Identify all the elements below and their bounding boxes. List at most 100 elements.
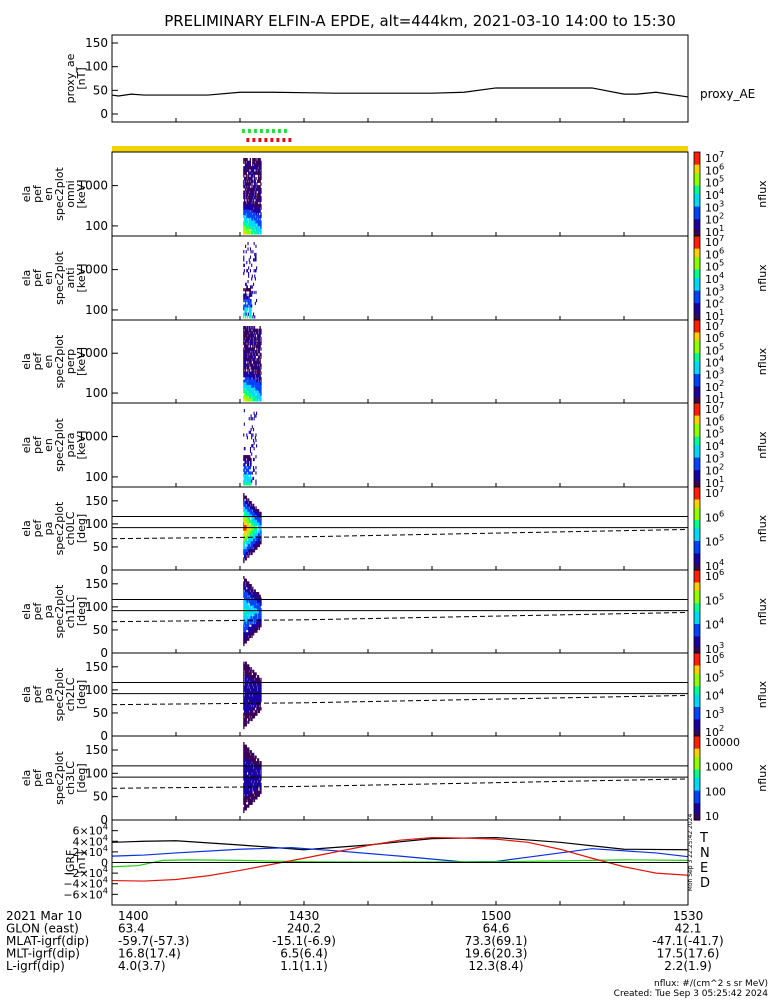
heatmap-cell [244, 720, 247, 724]
heatmap-cell [248, 212, 250, 216]
heatmap-cell [245, 594, 247, 598]
colorbar-cell [694, 187, 700, 191]
heatmap-cell [247, 198, 249, 202]
heatmap-cell [259, 608, 261, 612]
heatmap-cell [251, 506, 253, 510]
heatmap-cell [258, 621, 260, 625]
colorbar-cell [694, 801, 700, 804]
heatmap-cell [257, 758, 259, 762]
heatmap-cell [255, 629, 257, 633]
heatmap-cell [244, 801, 246, 805]
heatmap-cell [246, 498, 248, 502]
colorbar-cell [694, 299, 700, 302]
heatmap-cell [246, 709, 248, 714]
heatmap-cell [247, 766, 249, 770]
heatmap-cell [246, 675, 248, 679]
heatmap-cell [246, 509, 248, 513]
heatmap-cell [257, 624, 260, 628]
heatmap-cell [255, 269, 257, 273]
green-tick [265, 129, 269, 133]
heatmap-cell [244, 334, 246, 338]
heatmap-cell [259, 160, 261, 164]
heatmap-cell [245, 763, 247, 767]
heatmap-cell [256, 209, 258, 213]
heatmap-cell [253, 527, 256, 531]
heatmap-cell [253, 185, 256, 189]
heatmap-cell [257, 541, 260, 545]
heatmap-cell [248, 309, 250, 314]
colorbar-cell [694, 489, 700, 492]
heatmap-cell [252, 444, 254, 448]
heatmap-cell [252, 621, 254, 625]
heatmap-cell [257, 621, 259, 625]
heatmap-cell [252, 704, 254, 708]
heatmap-cell [246, 621, 248, 625]
heatmap-cell [250, 177, 252, 181]
heatmap-cell [249, 309, 252, 314]
heatmap-cell [252, 693, 255, 697]
heatmap-cell [255, 594, 257, 598]
heatmap-cell [254, 350, 256, 354]
heatmap-cell [256, 509, 258, 513]
colorbar-cell [694, 194, 700, 197]
heatmap-cell [254, 212, 256, 216]
heatmap-cell [255, 616, 257, 620]
heatmap-cell [247, 533, 249, 537]
ylabel-line: ela [20, 186, 33, 203]
heatmap-cell [248, 517, 251, 521]
heatmap-cell [245, 185, 247, 189]
heatmap-cell [254, 179, 256, 183]
heatmap-cell [250, 672, 252, 676]
heatmap-cell [248, 376, 251, 381]
heatmap-cell [244, 584, 246, 588]
heatmap-cell [244, 326, 246, 330]
heatmap-cell [249, 634, 252, 639]
heatmap-cell [259, 201, 261, 205]
heatmap-cell [257, 793, 259, 797]
ylabel-line: omni [64, 180, 77, 207]
heatmap-cell [245, 190, 247, 194]
heatmap-cell [243, 675, 245, 679]
heatmap-cell [253, 549, 256, 553]
heatmap-cell [249, 788, 252, 792]
heatmap-cell [252, 282, 255, 286]
heatmap-cell [246, 551, 248, 556]
heatmap-cell [245, 704, 247, 708]
colorbar-cell [694, 206, 700, 210]
heatmap-cell [250, 600, 252, 604]
heatmap-cell [244, 476, 246, 481]
heatmap-cell [248, 288, 250, 292]
heatmap-cell [258, 624, 260, 628]
heatmap-cell [249, 360, 252, 364]
heatmap-cell [248, 511, 251, 515]
heatmap-cell [260, 198, 262, 202]
heatmap-cell [247, 785, 249, 789]
heatmap-cell [250, 463, 252, 467]
heatmap-cell [244, 466, 246, 470]
heatmap-cell [245, 551, 247, 556]
ylabel-line: en [42, 355, 55, 369]
heatmap-cell [252, 610, 255, 614]
heatmap-cell [250, 533, 252, 537]
heatmap-cell [257, 677, 259, 681]
heatmap-cell [244, 509, 247, 513]
colorbar-cell [694, 349, 700, 352]
heatmap-cell [255, 699, 257, 703]
heatmap-cell [248, 667, 250, 671]
heatmap-cell [245, 605, 247, 609]
colorbar-cell [694, 170, 700, 174]
heatmap-cell [252, 519, 255, 523]
heatmap-cell [250, 584, 252, 588]
heatmap-cell [254, 691, 256, 695]
footer-value: 1400 [118, 909, 149, 923]
heatmap-cell [250, 683, 252, 687]
heatmap-cell [260, 182, 262, 186]
heatmap-cell [251, 522, 253, 526]
heatmap-cell [247, 634, 249, 639]
heatmap-cell [255, 379, 257, 383]
colorbar-cell [694, 152, 700, 155]
colorbar-cell [694, 615, 700, 619]
heatmap-cell [257, 608, 260, 612]
colorbar-cell [694, 497, 700, 501]
heatmap-cell [244, 693, 247, 697]
